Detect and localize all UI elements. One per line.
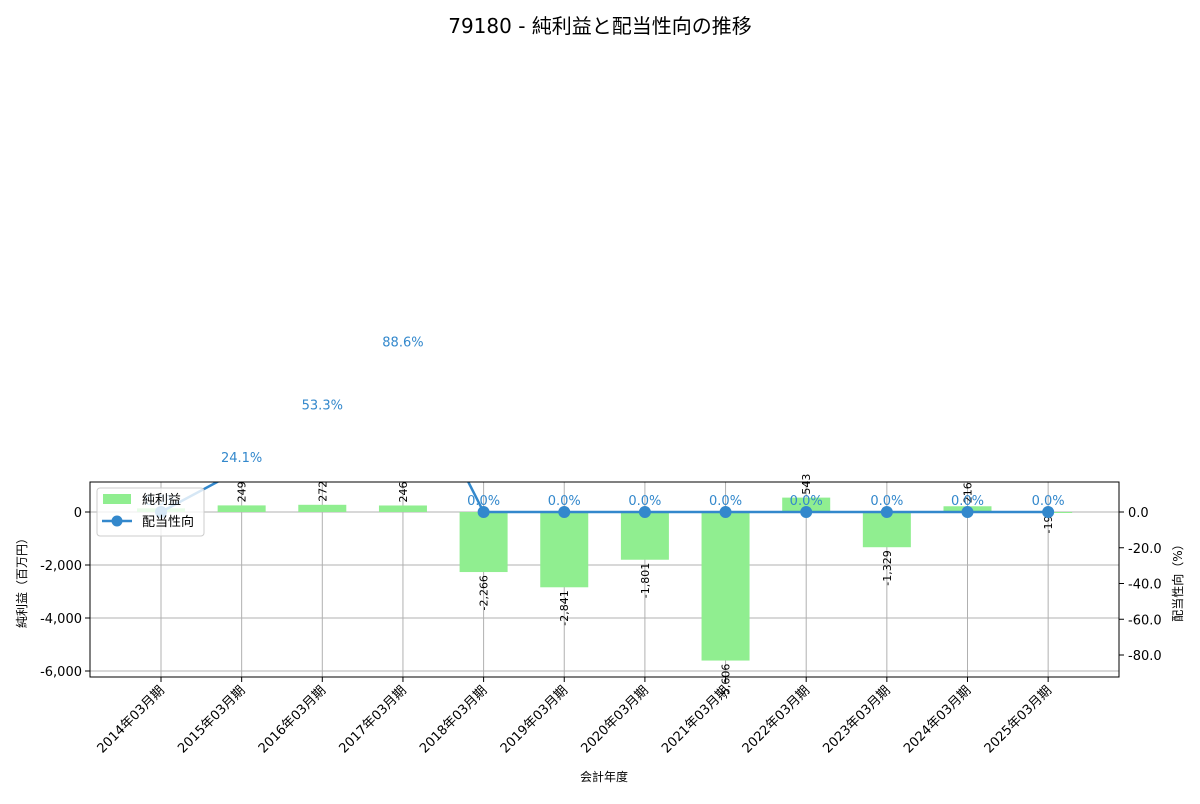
x-axis: 2014年03月期 2015年03月期 2016年03月期 2017年03月期 2018… — [95, 677, 1055, 757]
x-tick-label: 2014年03月期 — [95, 683, 168, 756]
bar-value-label: 249 — [236, 481, 249, 502]
bar-value-label: 272 — [316, 481, 329, 502]
left-axis: 0 -2,000 -4,000 -6,000 — [40, 506, 90, 680]
plot-frame — [89, 481, 1120, 678]
payout-ratio-marker — [719, 506, 732, 518]
bar-net-income — [540, 512, 589, 588]
x-tick-label: 2015年03月期 — [175, 683, 248, 756]
x-tick-label: 2017年03月期 — [336, 683, 409, 756]
legend-marker-icon — [111, 515, 123, 527]
legend-label-net-income: 純利益 — [142, 493, 181, 508]
x-tick-label: 2020年03月期 — [578, 683, 651, 756]
left-tick-label: 0 — [74, 506, 82, 521]
chart-title: 79180 - 純利益と配当性向の推移 — [448, 14, 752, 38]
payout-ratio-label: 53.3% — [302, 399, 343, 414]
payout-ratio-marker — [638, 506, 651, 518]
payout-ratio-label: 0.0% — [548, 494, 581, 509]
x-tick-label: 2016年03月期 — [256, 683, 329, 756]
line-series — [155, 482, 1055, 518]
bar-net-income — [782, 497, 831, 512]
payout-ratio-label: 0.0% — [870, 494, 903, 509]
right-tick-label: -20.0 — [1128, 542, 1162, 557]
x-tick-label: 2018年03月期 — [417, 683, 490, 756]
payout-ratio-marker — [800, 506, 813, 518]
payout-ratio-label: 88.6% — [382, 336, 423, 351]
payout-ratio-label: 0.0% — [790, 494, 823, 509]
x-tick-label: 2021年03月期 — [659, 683, 732, 756]
payout-ratio-label: 24.1% — [221, 451, 262, 466]
bar-value-label: 216 — [962, 482, 975, 503]
x-tick-label: 2019年03月期 — [498, 683, 571, 756]
x-tick-label: 2023年03月期 — [820, 683, 893, 756]
right-axis: 0.0 -20.0 -40.0 -60.0 -80.0 — [1119, 506, 1162, 664]
legend: 純利益 配当性向 — [96, 487, 205, 537]
bar-net-income — [459, 512, 508, 573]
bar-net-income — [701, 512, 750, 661]
right-tick-label: 0.0 — [1128, 506, 1149, 521]
payout-ratio-marker — [1042, 506, 1055, 518]
bar-value-label: 246 — [397, 481, 410, 502]
right-axis-label: 配当性向（%） — [1170, 538, 1185, 621]
bar-value-label: -1,329 — [881, 550, 894, 585]
payout-ratio-marker — [558, 506, 571, 518]
x-axis-label: 会計年度 — [580, 769, 628, 784]
right-tick-label: -80.0 — [1128, 649, 1162, 664]
percent-labels: 0.0% 24.1% 53.3% 88.6% 0.0% 0.0% 0.0% 0.0% 0.0% 0… — [144, 336, 1064, 509]
bar-net-income — [378, 505, 427, 512]
left-tick-label: -4,000 — [40, 612, 82, 627]
payout-ratio-label: 0.0% — [467, 494, 500, 509]
bar-value-labels: 249272246-2,266-2,841-1,801-5,606543-1,3… — [236, 474, 1056, 699]
bar-value-label: -2,266 — [478, 575, 491, 610]
right-tick-label: -40.0 — [1128, 578, 1162, 593]
payout-ratio-label: 0.0% — [951, 494, 984, 509]
payout-ratio-label: 0.0% — [628, 494, 661, 509]
left-axis-label: 純利益（百万円） — [15, 532, 29, 628]
bar-value-label: -2,841 — [558, 590, 571, 625]
payout-ratio-line — [160, 482, 1049, 514]
left-tick-label: -6,000 — [40, 665, 82, 680]
legend-label-payout-ratio: 配当性向 — [142, 514, 194, 530]
payout-ratio-marker — [880, 506, 893, 518]
bar-value-label: 543 — [800, 474, 813, 495]
payout-ratio-marker — [477, 506, 490, 518]
payout-ratio-marker — [961, 506, 974, 518]
bar-value-label: -19 — [1042, 516, 1055, 534]
payout-ratio-label: 0.0% — [1032, 494, 1065, 509]
x-tick-label: 2025年03月期 — [982, 683, 1055, 756]
bar-net-income — [217, 505, 266, 512]
legend-bar-swatch — [103, 494, 131, 504]
bar-value-label: -1,801 — [639, 563, 652, 598]
payout-ratio-label: 0.0% — [709, 494, 742, 509]
bar-net-income — [298, 504, 347, 512]
left-tick-label: -2,000 — [40, 559, 82, 574]
x-tick-label: 2024年03月期 — [901, 683, 974, 756]
right-tick-label: -60.0 — [1128, 613, 1162, 628]
bar-series — [137, 497, 1073, 661]
bar-net-income — [620, 512, 669, 560]
x-tick-label: 2022年03月期 — [740, 683, 813, 756]
